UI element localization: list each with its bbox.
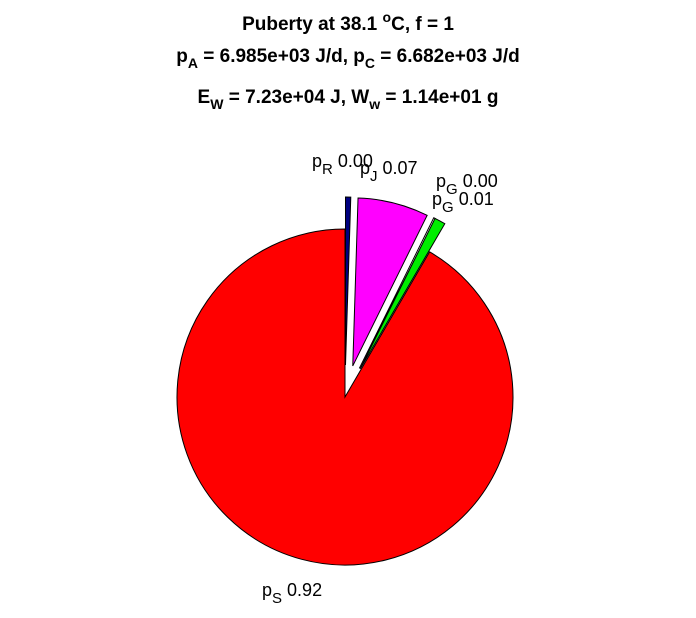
slice-label: pG 0.00 [436, 171, 498, 198]
slice-label-value: 0.07 [383, 158, 418, 178]
slice-label: pJ 0.07 [360, 158, 418, 185]
pie-slices [176, 196, 514, 566]
slice-label-subscript: R [322, 161, 333, 178]
slice-label-subscript: G [442, 199, 454, 216]
title-line: EW = 7.23e+04 J, Ww = 1.14e+01 g [198, 87, 499, 112]
title-segment: = 6.985e+03 J/d, p [198, 46, 365, 67]
slice-label-value: 0.01 [459, 189, 494, 209]
title-segment: W [210, 96, 224, 112]
title-segment: C, f = 1 [391, 14, 454, 35]
title-segment: Puberty at 38.1 [242, 14, 382, 35]
slice-label-value: 0.00 [338, 151, 373, 171]
slice-label-symbol: p [312, 151, 322, 171]
slice-label: pG 0.01 [432, 189, 494, 216]
slice-label-subscript: S [272, 590, 282, 607]
title-segment: A [188, 55, 198, 71]
title-line: pA = 6.985e+03 J/d, pC = 6.682e+03 J/d [176, 46, 519, 71]
slice-label-subscript: J [370, 168, 378, 185]
title-segment: = 1.14e+01 g [380, 87, 498, 108]
slice-label-symbol: p [262, 580, 272, 600]
title-line: Puberty at 38.1 oC, f = 1 [242, 9, 454, 35]
chart-title: Puberty at 38.1 oC, f = 1 pA = 6.985e+03 … [176, 9, 519, 112]
slice-label: pR 0.00 [312, 151, 373, 178]
pie-slice-j-1 [352, 197, 428, 367]
slice-label-symbol: p [360, 158, 370, 178]
slice-label-value: 0.92 [287, 580, 322, 600]
slice-label-symbol: p [432, 189, 442, 209]
slice-label: pS 0.92 [262, 580, 322, 607]
title-segment: w [368, 96, 380, 112]
title-segment: p [176, 46, 188, 67]
title-segment: E [198, 87, 211, 108]
slice-label-symbol: p [436, 171, 446, 191]
title-segment: = 6.682e+03 J/d [375, 46, 520, 67]
title-segment: C [365, 55, 375, 71]
title-segment: = 7.23e+04 J, W [223, 87, 369, 108]
pie-slice-s-4 [176, 228, 514, 566]
pie-slice-r-0 [345, 196, 352, 366]
pie-slice-g-3 [359, 217, 446, 370]
title-segment: o [383, 9, 392, 25]
slice-label-subscript: G [446, 181, 458, 198]
slice-label-value: 0.00 [463, 171, 498, 191]
